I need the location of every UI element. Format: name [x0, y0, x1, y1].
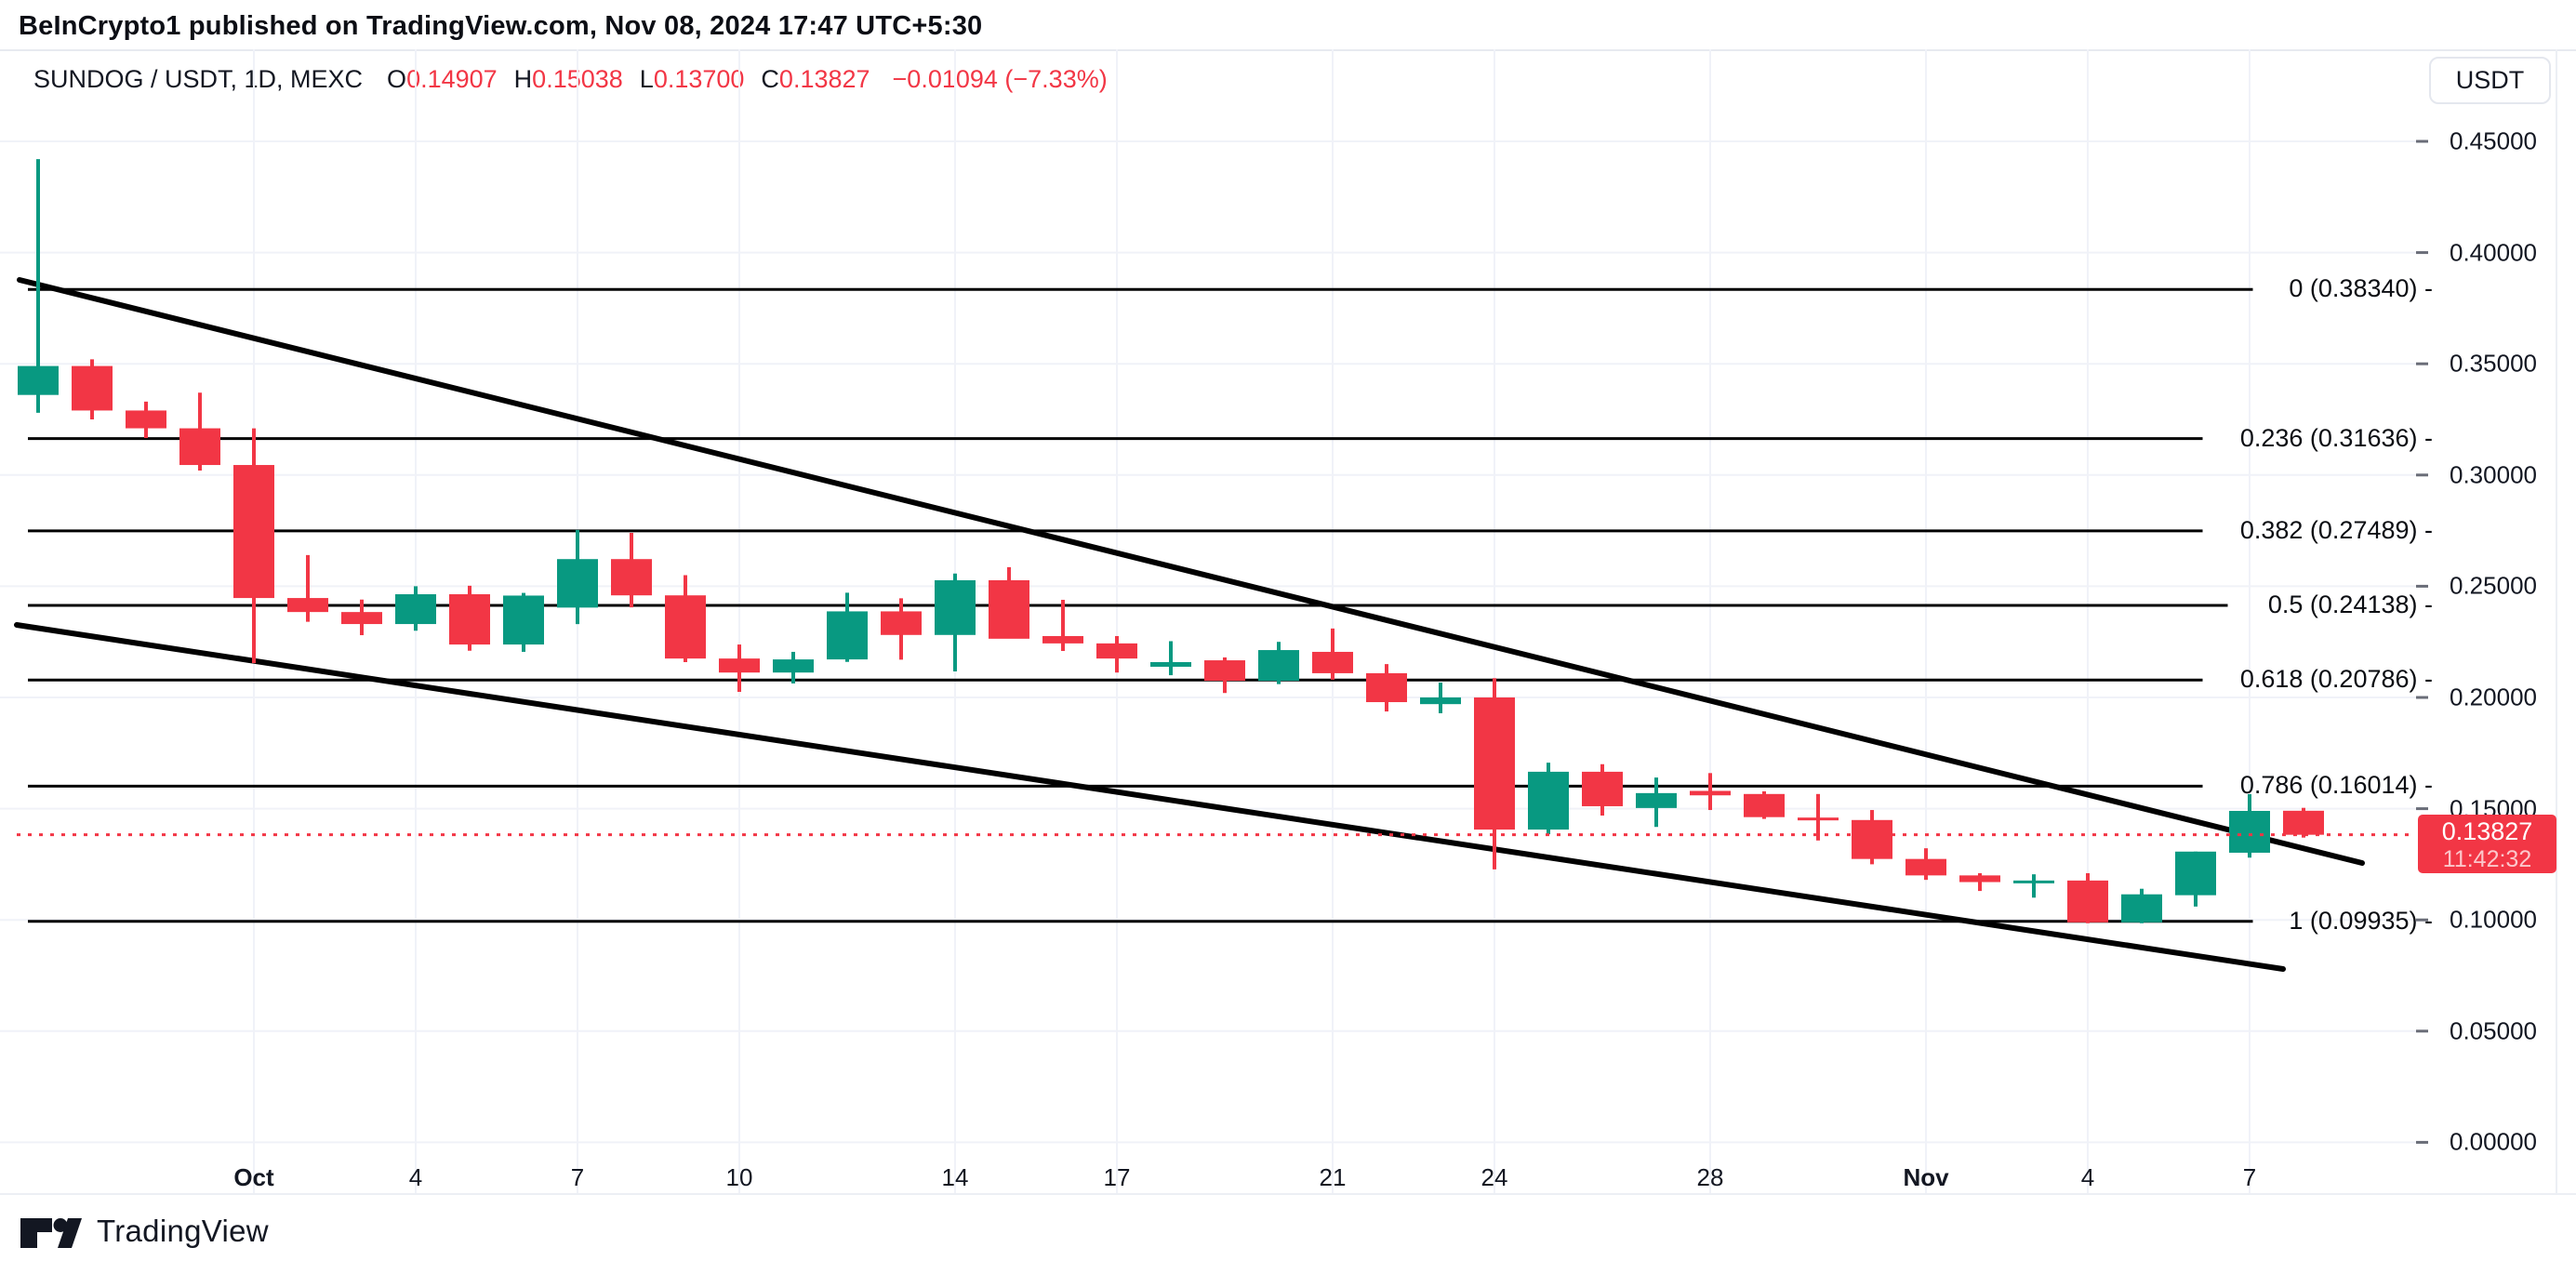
candle-body-down [1204, 660, 1245, 682]
candle-body-down [2283, 810, 2324, 835]
candle-body-up [1150, 661, 1191, 667]
bar-countdown: 11:42:32 [2442, 846, 2532, 873]
time-axis-label: 10 [725, 1163, 753, 1191]
fib-level-label: 0.5 (0.24138) - [2267, 590, 2433, 618]
candle-body-up [503, 595, 544, 645]
candle-body-up [1258, 650, 1299, 682]
price-axis-label: 0.40000 [2450, 238, 2537, 267]
time-axis-label: Nov [1903, 1163, 1949, 1191]
candle-body-down [1744, 793, 1785, 817]
time-axis-label: 7 [570, 1163, 585, 1191]
trendline-upper-descending [17, 277, 2365, 866]
candle-body-down [233, 465, 274, 599]
candle-body-down [881, 611, 922, 635]
candle-body-up [773, 659, 814, 673]
candle-body-up [2013, 880, 2054, 883]
fib-level-label: 1 (0.09935) - [2289, 906, 2433, 935]
candle-body-down [72, 365, 113, 411]
ohlc-item: L0.13700 [639, 65, 745, 93]
price-axis-label: 0.35000 [2450, 349, 2537, 378]
time-axis-label: 4 [2080, 1163, 2095, 1191]
candle-body-down [1798, 817, 1839, 821]
candle-body-up [18, 365, 59, 395]
candle-body-up [827, 611, 868, 660]
currency-toggle-button[interactable]: USDT [2429, 57, 2551, 104]
fib-level-label: 0.618 (0.20786) - [2239, 665, 2433, 694]
price-axis-label: 0.45000 [2450, 126, 2537, 155]
candle-body-up [1636, 792, 1677, 808]
price-axis-label: 0.10000 [2450, 905, 2537, 934]
candle-body-up [395, 594, 436, 625]
candle-body-down [449, 594, 490, 645]
time-axis-label: 7 [2242, 1163, 2257, 1191]
trendline-lower-descending [14, 622, 2286, 972]
candle-body-down [1582, 771, 1623, 806]
tradingview-brand-text: TradingView [97, 1214, 269, 1248]
candle-body-down [989, 579, 1029, 639]
time-axis-label: 21 [1319, 1163, 1347, 1191]
candle-body-down [126, 410, 166, 429]
candle-body-down [1366, 672, 1407, 703]
candle-body-down [2067, 880, 2108, 923]
axis-separator-line [0, 1193, 2576, 1195]
price-axis-label: 0.05000 [2450, 1016, 2537, 1045]
candle-body-down [341, 612, 382, 625]
candle-body-down [719, 658, 760, 673]
candle-body-down [1690, 790, 1731, 796]
candle-body-up [2175, 851, 2216, 896]
candle-body-down [1959, 875, 2000, 883]
candle-body-down [287, 598, 328, 613]
candle-body-up [1528, 771, 1569, 830]
price-axis-label: 0.00000 [2450, 1127, 2537, 1156]
fib-level-label: 0 (0.38340) - [2289, 274, 2433, 303]
time-axis-label: 17 [1103, 1163, 1131, 1191]
candle-body-down [665, 595, 706, 659]
candle-body-down [1096, 643, 1137, 659]
candle-body-up [935, 579, 976, 635]
time-axis-label: 24 [1481, 1163, 1508, 1191]
candle-body-down [1312, 651, 1353, 673]
time-axis-label: 28 [1696, 1163, 1724, 1191]
chart-widget [0, 49, 2576, 1211]
candle-body-up [2121, 894, 2162, 923]
candle-body-up [2229, 810, 2270, 853]
price-axis-label: 0.25000 [2450, 571, 2537, 600]
candle-body-up [557, 559, 598, 608]
time-axis-label: Oct [233, 1163, 274, 1191]
symbol-title[interactable]: SUNDOG / USDT, 1D, MEXC [33, 65, 364, 93]
attribution-text: BeInCrypto1 published on TradingView.com… [19, 11, 983, 41]
tradingview-attribution[interactable]: TradingView [19, 1211, 269, 1252]
fib-level-label: 0.786 (0.16014) - [2239, 771, 2433, 800]
candle-body-down [611, 559, 652, 596]
candle-body-down [1852, 819, 1892, 859]
widget-right-border [2556, 49, 2557, 1193]
currency-toggle-label: USDT [2455, 66, 2525, 94]
candle-body-down [1042, 635, 1083, 644]
fib-level-label: 0.382 (0.27489) - [2239, 515, 2433, 544]
change-value: −0.01094 (−7.33%) [892, 65, 1108, 93]
last-price-value: 0.13827 [2441, 817, 2533, 845]
fib-level-label: 0.236 (0.31636) - [2239, 423, 2433, 452]
ohlc-item: C0.13827 [761, 65, 870, 93]
candle-body-up [1420, 697, 1461, 705]
candle-body-down [1474, 697, 1515, 830]
time-axis-label: 4 [408, 1163, 423, 1191]
price-axis-label: 0.20000 [2450, 683, 2537, 711]
candle-body-down [179, 428, 220, 466]
tradingview-logo-icon [20, 1218, 82, 1248]
last-price-badge: 0.13827 11:42:32 [2418, 815, 2556, 873]
price-axis-label: 0.30000 [2450, 460, 2537, 489]
candlestick-chart[interactable] [0, 49, 2576, 1193]
time-axis-label: 14 [941, 1163, 969, 1191]
candle-body-down [1905, 858, 1946, 876]
ohlc-item: O0.14907 [387, 65, 498, 93]
